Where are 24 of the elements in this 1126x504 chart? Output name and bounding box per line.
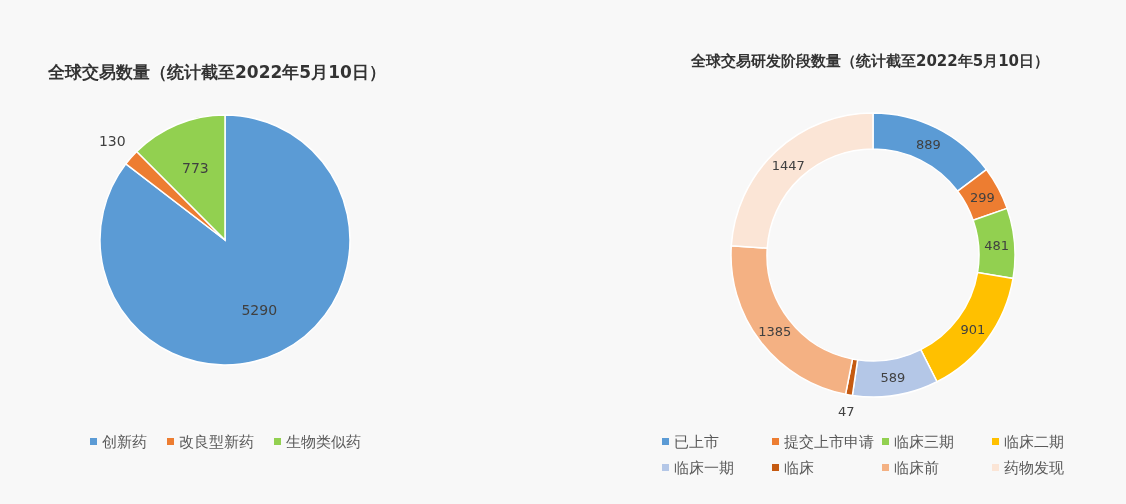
legend-label: 创新药 xyxy=(102,433,147,451)
legend-label: 临床前 xyxy=(894,459,939,477)
data-label: 481 xyxy=(984,237,1009,253)
legend-label: 临床三期 xyxy=(894,433,954,451)
legend-label: 提交上市申请 xyxy=(784,433,874,451)
legend-label: 生物类似药 xyxy=(286,433,361,451)
legend-label: 改良型新药 xyxy=(179,433,254,451)
data-label: 130 xyxy=(98,133,126,150)
data-label: 1447 xyxy=(771,157,805,173)
legend-label: 临床 xyxy=(784,459,814,477)
data-label: 901 xyxy=(960,321,986,337)
data-label: 773 xyxy=(182,160,209,177)
data-label: 1385 xyxy=(758,323,792,339)
chart-title: 全球交易研发阶段数量（统计截至2022年5月10日） xyxy=(689,52,1050,70)
legend-label: 药物发现 xyxy=(1004,459,1064,477)
data-label: 47 xyxy=(837,403,855,419)
data-label: 889 xyxy=(915,137,941,153)
data-label: 5290 xyxy=(241,301,278,318)
data-label: 299 xyxy=(969,189,995,205)
legend-label: 临床一期 xyxy=(674,459,734,477)
data-label: 589 xyxy=(880,370,906,386)
legend-label: 临床二期 xyxy=(1004,433,1064,451)
legend-label: 已上市 xyxy=(674,433,719,451)
chart-title: 全球交易数量（统计截至2022年5月10日） xyxy=(47,62,386,82)
